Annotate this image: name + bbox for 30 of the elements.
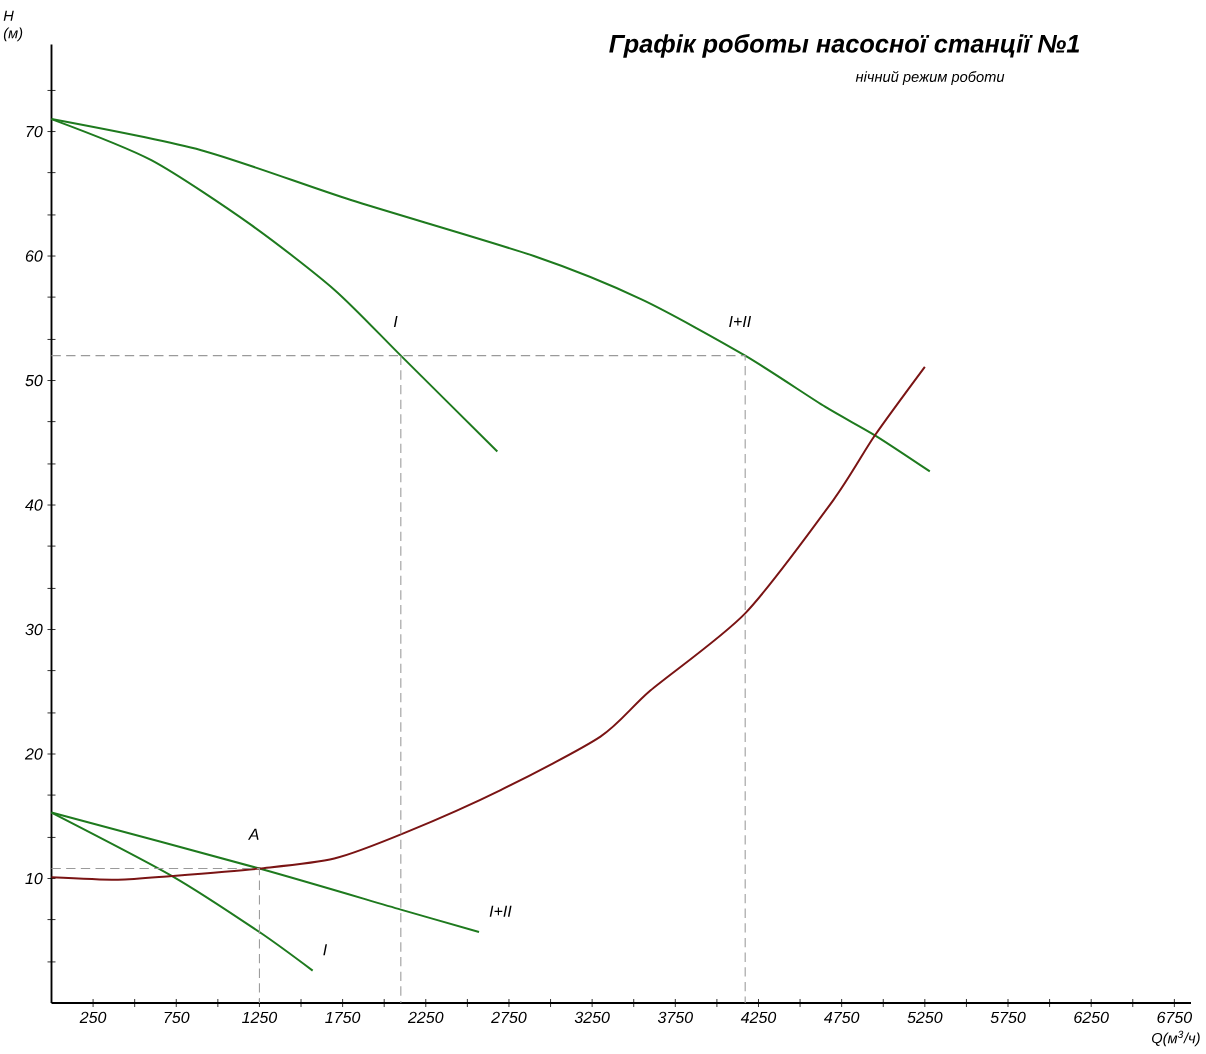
x-tick-label: 2750 bbox=[491, 1011, 527, 1024]
annotation: I bbox=[393, 315, 398, 327]
x-tick-label: 1750 bbox=[325, 1011, 361, 1024]
x-tick-label: 750 bbox=[164, 1011, 190, 1024]
x-tick-label: 250 bbox=[79, 1011, 107, 1024]
y-tick-label: 20 bbox=[24, 748, 43, 760]
x-tick-label: 5250 bbox=[907, 1011, 943, 1024]
x-tick-label: 5750 bbox=[990, 1011, 1026, 1024]
x-tick-label: 3750 bbox=[657, 1011, 693, 1024]
x-axis-title: Q(м$^{3}$/ч) bbox=[1151, 1030, 1200, 1047]
annotation: A bbox=[247, 828, 259, 840]
x-tick-label: 4750 bbox=[823, 1011, 860, 1024]
x-tick-label: 4250 bbox=[740, 1011, 777, 1024]
y-tick-label: 50 bbox=[25, 374, 43, 387]
y-tick-label: 10 bbox=[25, 872, 43, 885]
y-tick-label: 40 bbox=[25, 499, 43, 511]
x-tick-label: 6750 bbox=[1157, 1011, 1193, 1024]
y-tick-label: 30 bbox=[25, 623, 43, 636]
annotation: I+II bbox=[489, 905, 512, 917]
y-tick-label: 60 bbox=[25, 250, 43, 262]
y-axis-title: H (м) bbox=[3, 10, 23, 42]
y-tick-label: 70 bbox=[26, 125, 43, 138]
text: нічний режим роботи bbox=[855, 71, 1005, 85]
annotation: I bbox=[323, 944, 327, 956]
x-tick-label: 2250 bbox=[407, 1011, 444, 1024]
annotation: I+II bbox=[729, 315, 752, 327]
x-tick-label: 6250 bbox=[1074, 1011, 1109, 1024]
x-tick-label: 1250 bbox=[242, 1011, 278, 1024]
chart-title: Графік роботы насосної станції №1 bbox=[609, 33, 1080, 58]
x-tick-label: 3250 bbox=[574, 1011, 610, 1024]
